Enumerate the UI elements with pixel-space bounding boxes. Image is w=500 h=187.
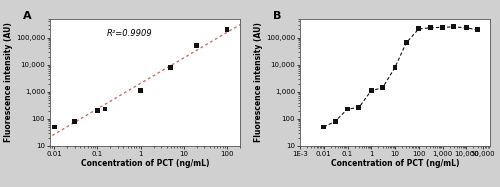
- Point: [167, 66, 175, 69]
- Point: [331, 120, 339, 123]
- Point: [94, 109, 102, 112]
- Point: [438, 26, 446, 29]
- Point: [136, 89, 144, 92]
- Text: R²=0.9909: R²=0.9909: [107, 29, 153, 38]
- Point: [320, 125, 328, 128]
- Point: [101, 108, 109, 111]
- Point: [378, 86, 386, 89]
- Point: [344, 108, 351, 111]
- Y-axis label: Fluorescence intensity (AU): Fluorescence intensity (AU): [254, 22, 263, 142]
- X-axis label: Concentration of PCT (ng/mL): Concentration of PCT (ng/mL): [81, 160, 209, 168]
- Point: [462, 26, 470, 29]
- Point: [450, 25, 458, 28]
- Point: [355, 106, 363, 109]
- Text: A: A: [24, 11, 32, 21]
- Point: [367, 89, 375, 92]
- Point: [71, 120, 79, 123]
- Text: B: B: [274, 11, 282, 21]
- Point: [474, 28, 482, 31]
- Point: [50, 125, 58, 128]
- Y-axis label: Fluorescence intensity (AU): Fluorescence intensity (AU): [4, 22, 13, 142]
- Point: [415, 27, 423, 30]
- Point: [391, 66, 399, 69]
- Point: [402, 41, 410, 44]
- Point: [223, 28, 231, 31]
- Point: [426, 26, 434, 29]
- Point: [193, 44, 201, 47]
- X-axis label: Concentration of PCT (ng/mL): Concentration of PCT (ng/mL): [331, 160, 459, 168]
